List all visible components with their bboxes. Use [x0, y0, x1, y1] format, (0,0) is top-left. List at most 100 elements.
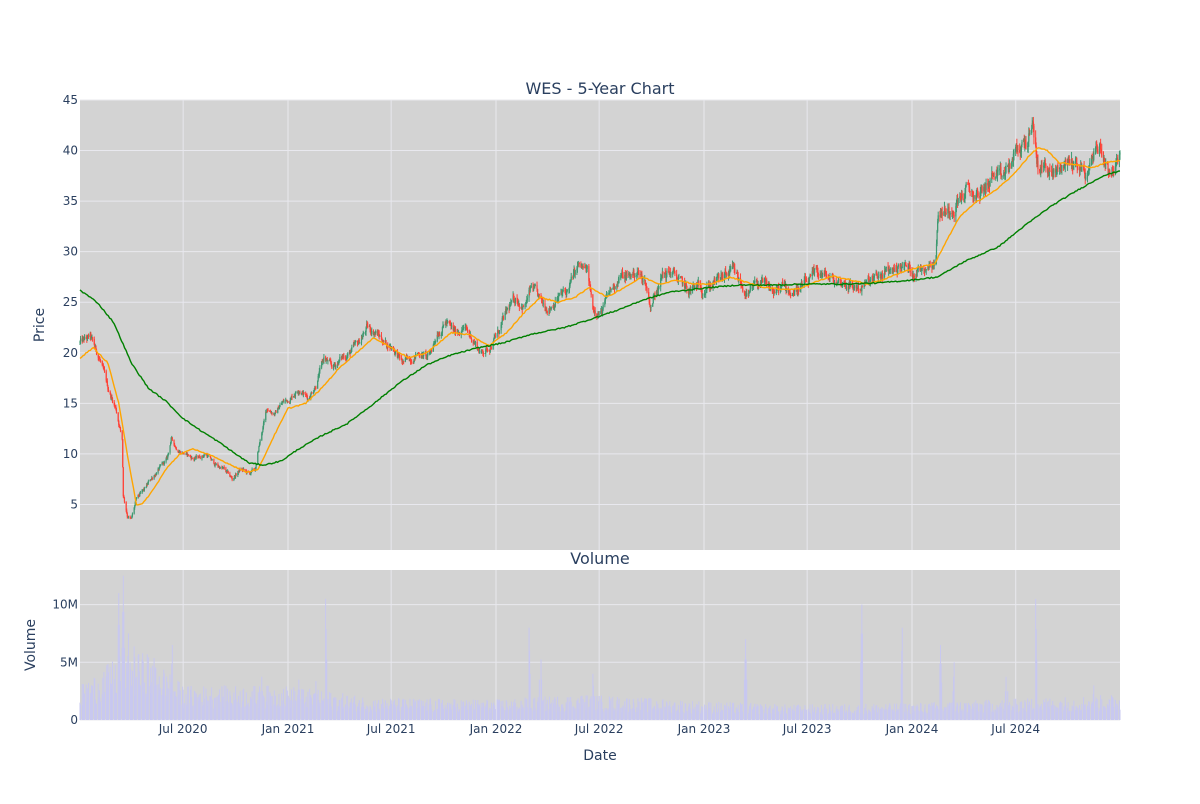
volume-bar [262, 707, 264, 720]
volume-bar [542, 701, 544, 720]
volume-bar [1098, 711, 1100, 720]
volume-bar [633, 708, 635, 720]
volume-bar [893, 703, 895, 720]
volume-bar [549, 710, 551, 720]
volume-bar [277, 704, 279, 720]
volume-bar [1104, 710, 1106, 720]
candle-body [281, 402, 283, 405]
volume-bar [560, 711, 562, 720]
volume-bar [221, 700, 223, 720]
candle-body [114, 406, 116, 407]
candle-body [756, 280, 758, 285]
volume-bar [270, 706, 272, 720]
volume-bar [534, 707, 536, 720]
candle-body [506, 307, 508, 310]
volume-bar [573, 706, 575, 720]
candle-body [486, 349, 489, 351]
volume-bar [289, 697, 291, 720]
volume-bar [1102, 706, 1104, 720]
volume-bar [205, 688, 207, 720]
candle-body [945, 213, 947, 215]
volume-bar [217, 696, 219, 720]
volume-bar [274, 705, 276, 720]
volume-bar [700, 713, 702, 720]
candle-body [1104, 164, 1106, 166]
candle-body [403, 361, 405, 362]
candle-body [1027, 146, 1029, 148]
candle-body [135, 497, 138, 499]
volume-bar [370, 711, 372, 720]
volume-bar [1040, 707, 1042, 720]
volume-bar [110, 683, 112, 720]
volume-bar [624, 701, 626, 720]
volume-bar [672, 705, 674, 720]
candle-body [174, 445, 176, 448]
volume-bar [447, 702, 449, 720]
volume-bar [1089, 707, 1091, 720]
volume-bar [730, 707, 732, 720]
volume-bar [458, 712, 460, 720]
volume-bar [601, 701, 603, 720]
volume-bar [451, 709, 453, 720]
volume-bar [725, 705, 727, 720]
candle-body [636, 272, 638, 275]
candle-body [1077, 167, 1079, 169]
candle-body [309, 396, 311, 400]
volume-bar [739, 702, 741, 720]
candle-body [183, 453, 185, 455]
volume-bar [379, 708, 381, 720]
volume-bar [409, 698, 411, 720]
volume-bar [521, 709, 523, 720]
candle-body [596, 313, 598, 317]
volume-bar [633, 702, 635, 720]
x-tick-label: Jul 2023 [782, 722, 832, 736]
volume-bar [273, 690, 275, 720]
volume-bar [697, 711, 699, 720]
candle-body [925, 269, 927, 271]
candle-body [893, 268, 895, 272]
volume-bar [529, 673, 531, 720]
volume-bar [261, 691, 263, 720]
candle-body [672, 272, 674, 275]
volume-bar [981, 705, 983, 720]
candle-body [600, 311, 602, 314]
volume-bar [849, 713, 851, 720]
candle-body [754, 280, 756, 284]
candle-body [315, 388, 317, 390]
candle-body [993, 173, 995, 179]
candle-body [217, 463, 219, 466]
candle-body [828, 277, 830, 279]
candle-body [1074, 158, 1077, 163]
volume-bar [645, 700, 647, 720]
volume-bar [598, 701, 600, 720]
candle-body [193, 458, 195, 460]
volume-bar [506, 701, 508, 720]
candle-body [506, 309, 508, 311]
candle-body [318, 375, 320, 377]
candle-body [1037, 160, 1039, 170]
candle-body [516, 298, 518, 303]
volume-bar [996, 704, 998, 720]
volume-bar [680, 706, 682, 720]
volume-bar [1071, 711, 1073, 720]
volume-bar [955, 706, 957, 720]
candle-body [1001, 176, 1003, 178]
volume-bar [696, 710, 698, 720]
volume-bar [836, 713, 838, 720]
volume-bar [865, 703, 867, 720]
volume-bar [853, 713, 855, 720]
volume-bar [1069, 710, 1071, 720]
volume-bar [800, 712, 802, 720]
volume-bar [754, 703, 756, 720]
volume-bar [1055, 711, 1057, 720]
volume-bar [285, 686, 287, 720]
volume-bar [692, 701, 694, 720]
volume-bar [904, 713, 906, 720]
volume-bar [211, 687, 213, 720]
volume-bar [720, 711, 722, 720]
volume-bar [131, 670, 133, 720]
volume-bar [88, 682, 90, 720]
volume-bar [995, 709, 997, 720]
candle-body [534, 285, 536, 288]
volume-bar [610, 709, 612, 720]
